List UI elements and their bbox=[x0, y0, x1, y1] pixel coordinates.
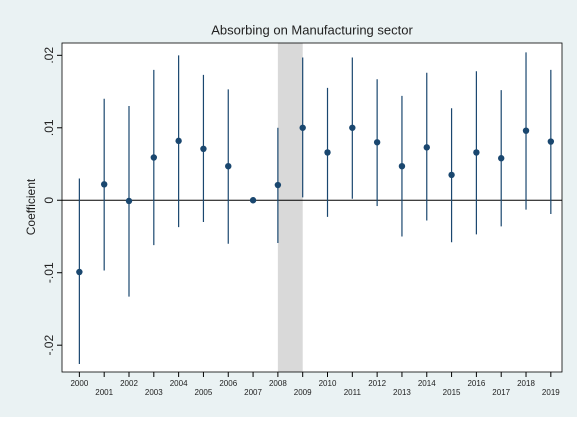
point-estimate bbox=[274, 181, 282, 189]
plot-frame bbox=[61, 42, 563, 373]
chart-title: Absorbing on Manufacturing sector bbox=[211, 22, 413, 37]
x-tick-label: 2010 bbox=[319, 379, 337, 388]
y-tick-label: .01 bbox=[42, 119, 56, 136]
x-tick-label: 2009 bbox=[294, 388, 312, 397]
point-estimate bbox=[225, 162, 232, 170]
point-estimate bbox=[249, 197, 257, 204]
x-tick-label: 2018 bbox=[517, 379, 535, 388]
x-tick-label: 2016 bbox=[467, 379, 485, 388]
y-tick-label: -.02 bbox=[42, 335, 56, 356]
y-tick-label: .02 bbox=[42, 47, 56, 64]
point-estimate bbox=[398, 162, 406, 170]
x-tick-label: 2007 bbox=[244, 388, 262, 397]
x-tick-label: 2019 bbox=[542, 388, 560, 397]
point-estimate bbox=[76, 268, 83, 276]
point-estimate bbox=[299, 124, 306, 131]
point-estimate bbox=[349, 124, 356, 131]
x-tick-label: 2012 bbox=[368, 379, 386, 388]
x-tick-label: 2005 bbox=[195, 388, 213, 397]
point-estimate bbox=[100, 181, 108, 188]
x-tick-label: 2003 bbox=[145, 388, 163, 397]
x-tick-label: 2017 bbox=[492, 388, 510, 397]
y-tick-label: 0 bbox=[42, 197, 56, 204]
x-tick-label: 2002 bbox=[120, 379, 138, 388]
x-tick-label: 2008 bbox=[269, 379, 287, 388]
x-tick-label: 2015 bbox=[443, 388, 461, 397]
y-tick-label: -.01 bbox=[42, 262, 56, 283]
point-estimate bbox=[498, 155, 505, 162]
point-estimate bbox=[125, 197, 133, 205]
x-tick-label: 2011 bbox=[344, 388, 362, 397]
point-estimate bbox=[200, 145, 207, 153]
x-tick-label: 2000 bbox=[70, 379, 88, 388]
point-estimate bbox=[473, 149, 480, 156]
plot-area bbox=[62, 43, 562, 372]
point-estimate bbox=[373, 139, 381, 146]
x-tick-label: 2006 bbox=[219, 379, 237, 388]
shaded-region bbox=[277, 43, 303, 372]
point-estimate bbox=[150, 154, 158, 161]
point-estimate bbox=[175, 137, 182, 145]
y-axis-label: Coefficient bbox=[24, 178, 38, 235]
point-estimate bbox=[522, 127, 530, 134]
x-tick-label: 2004 bbox=[170, 379, 188, 388]
point-estimate bbox=[448, 171, 455, 179]
point-estimate bbox=[423, 144, 430, 151]
point-estimate bbox=[547, 138, 555, 145]
x-tick-label: 2001 bbox=[95, 388, 113, 397]
point-estimate bbox=[324, 149, 331, 156]
x-tick-label: 2013 bbox=[393, 388, 411, 397]
x-tick-label: 2014 bbox=[418, 379, 436, 388]
